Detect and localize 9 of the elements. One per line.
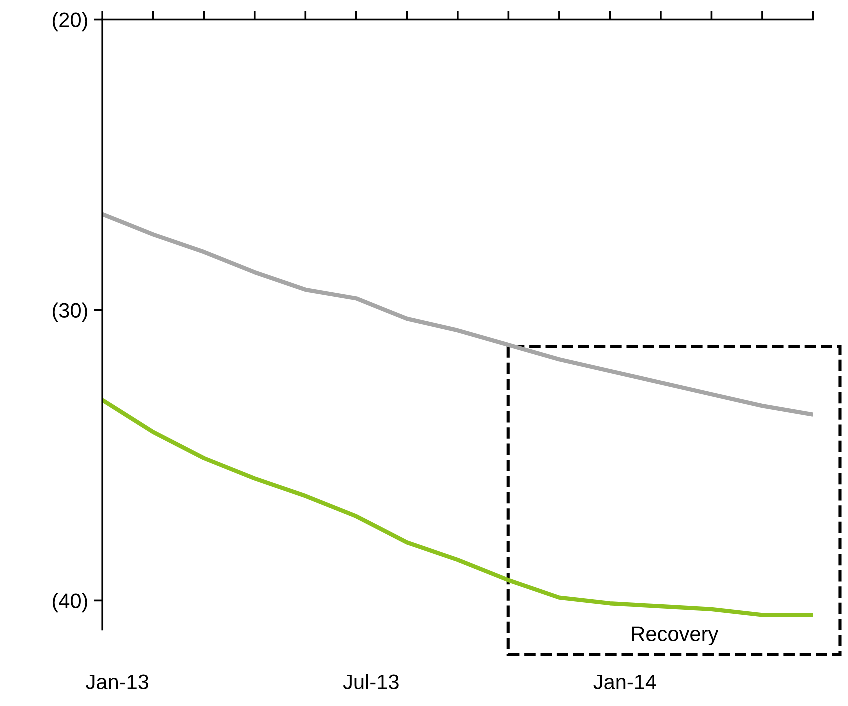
x-tick-label: Jan-14 bbox=[594, 674, 656, 690]
annotation: Recovery bbox=[632, 626, 719, 646]
y-tick-label: (20) bbox=[52, 12, 88, 32]
y-tick-label: (30) bbox=[52, 302, 88, 322]
x-tick-label: Jul-13 bbox=[343, 674, 399, 690]
y-tick-label: (40) bbox=[52, 593, 88, 613]
x-tick-label: Jan-13 bbox=[86, 674, 149, 690]
line-series bbox=[102, 212, 814, 417]
line-series bbox=[102, 398, 814, 618]
